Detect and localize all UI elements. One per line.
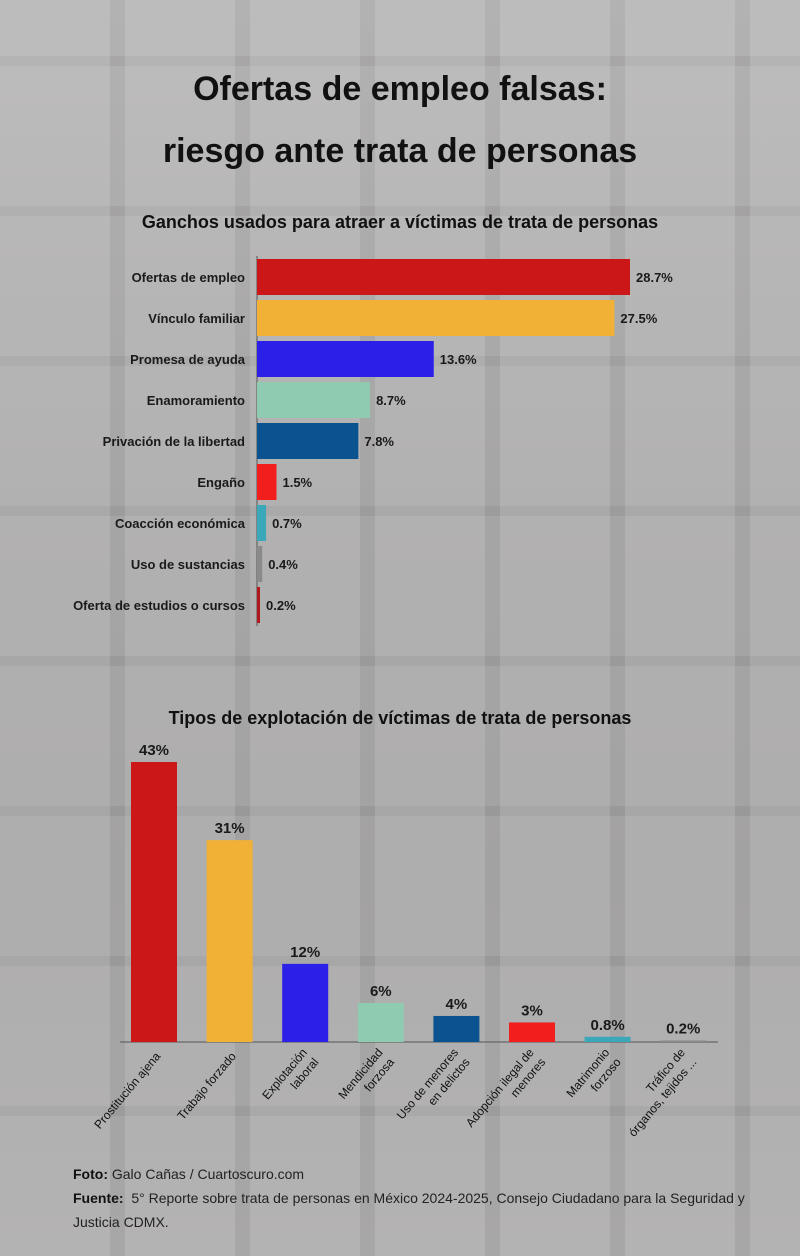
chart2-title: Tipos de explotación de víctimas de trat… — [168, 708, 632, 728]
chart1-value-label: 0.4% — [268, 557, 298, 572]
source-label: Fuente: — [73, 1190, 124, 1206]
chart2-value-label: 12% — [290, 944, 320, 961]
chart1-value-label: 1.5% — [282, 475, 312, 490]
chart1-value-label: 8.7% — [376, 393, 406, 408]
chart2-bar — [584, 1036, 631, 1042]
chart2-bar — [357, 1002, 404, 1042]
chart2-bar — [509, 1022, 555, 1042]
chart1-bar — [257, 546, 263, 582]
chart1-value-label: 28.7% — [636, 270, 673, 285]
chart1-category-label: Engaño — [197, 475, 245, 490]
chart2-category-label: Uso de menoresen delictos — [394, 1046, 473, 1132]
chart2-bar — [433, 1015, 480, 1042]
page-title: Ofertas de empleo falsas: riesgo ante tra… — [0, 58, 800, 182]
chart2-category-line: Prostitución ajena — [91, 1049, 163, 1131]
chart1-value-label: 27.5% — [620, 311, 657, 326]
chart2-value-label: 0.8% — [590, 1017, 624, 1034]
chart2-value-label: 4% — [446, 996, 468, 1013]
chart2-value-label: 3% — [521, 1002, 543, 1019]
chart1-category-label: Promesa de ayuda — [130, 352, 246, 367]
title-line-1: Ofertas de empleo falsas: — [193, 70, 607, 108]
chart1-bar — [257, 505, 267, 541]
chart2-category-label: Prostitución ajena — [91, 1049, 163, 1131]
photo-credit: Foto: Galo Cañas / Cuartoscuro.com — [73, 1162, 753, 1186]
title-line-2: riesgo ante trata de personas — [162, 132, 638, 170]
chart1-bar — [257, 423, 359, 459]
chart2-category-label: Matrimonioforzoso — [563, 1045, 624, 1109]
footer: Foto: Galo Cañas / Cuartoscuro.com Fuent… — [73, 1162, 753, 1234]
chart1-category-label: Privación de la libertad — [103, 434, 245, 449]
chart1-value-label: 0.2% — [266, 598, 296, 613]
chart1-bar — [257, 587, 260, 623]
chart2-category-label: Mendicidadforzosa — [335, 1045, 397, 1111]
chart1-bar — [257, 464, 277, 500]
chart1-bar — [257, 341, 434, 377]
photo-label: Foto: — [73, 1166, 108, 1182]
chart1-category-label: Enamoramiento — [147, 393, 245, 408]
chart2-value-label: 6% — [370, 983, 392, 1000]
chart2-category-label: Tráfico deórganos, tejidos ... — [614, 1045, 699, 1139]
chart2-bar — [131, 762, 177, 1042]
chart1-value-label: 0.7% — [272, 516, 302, 531]
chart1-bar — [257, 382, 371, 418]
chart1-category-label: Ofertas de empleo — [132, 270, 245, 285]
chart1-category-label: Oferta de estudios o cursos — [73, 598, 245, 613]
chart2-category-label: Adopción ilegal demenores — [463, 1045, 548, 1139]
chart1-bar — [257, 259, 630, 295]
source: Fuente: 5° Reporte sobre trata de person… — [73, 1186, 753, 1234]
chart2-bar — [660, 1040, 707, 1042]
source-text: 5° Reporte sobre trata de personas en Mé… — [73, 1190, 745, 1230]
chart2-category-line: Trabajo forzado — [174, 1049, 239, 1122]
chart2-bar — [282, 963, 329, 1042]
chart1-category-label: Uso de sustancias — [131, 557, 245, 572]
chart2-bar — [206, 840, 253, 1042]
chart1-category-label: Vínculo familiar — [148, 311, 245, 326]
chart2-value-label: 0.2% — [666, 1021, 700, 1038]
chart2-value-label: 43% — [139, 742, 169, 759]
chart1-title: Ganchos usados para atraer a víctimas de… — [141, 212, 659, 232]
chart2-category-label: Trabajo forzado — [174, 1049, 239, 1122]
chart1-bar — [257, 300, 615, 336]
chart1-value-label: 13.6% — [440, 352, 477, 367]
chart1-category-label: Coacción económica — [115, 516, 246, 531]
chart2-value-label: 31% — [215, 820, 245, 837]
chart1-value-label: 7.8% — [364, 434, 394, 449]
photo-credit-text: Galo Cañas / Cuartoscuro.com — [111, 1166, 305, 1182]
chart2-category-label: Explotaciónlaboral — [259, 1046, 321, 1112]
